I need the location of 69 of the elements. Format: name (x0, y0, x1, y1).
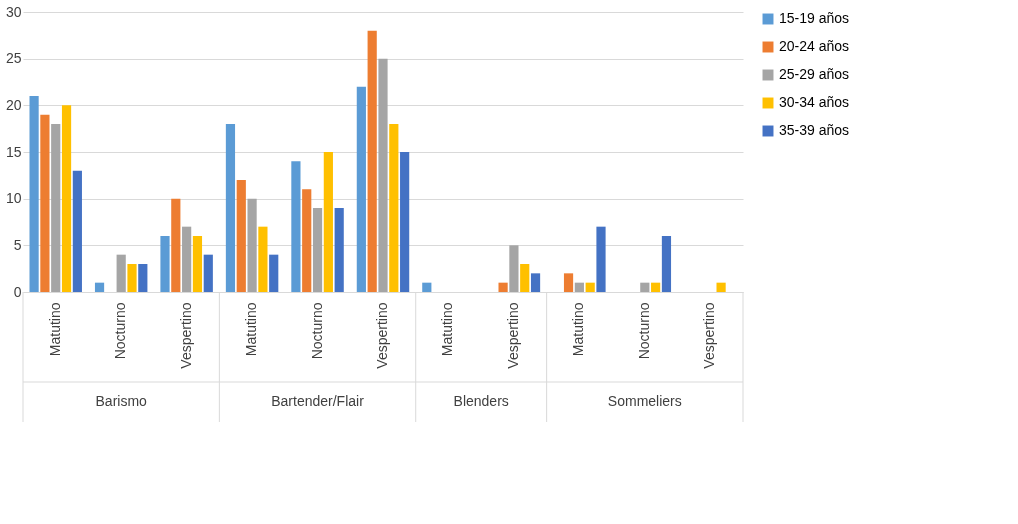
bar (302, 189, 312, 292)
x-tick-label: Vespertino (504, 302, 521, 369)
bar (422, 282, 432, 292)
bar (72, 170, 82, 292)
y-tick-label: 25 (5, 50, 22, 67)
bar (116, 254, 126, 292)
x-tick-label: Matutino (570, 302, 587, 357)
y-tick-label: 30 (5, 3, 22, 20)
bar (225, 124, 236, 292)
bar (378, 58, 388, 292)
x-tick-label: Vespertino (177, 302, 194, 369)
legend-label: 30-34 años (779, 94, 850, 110)
bar (498, 282, 508, 292)
bar (138, 264, 148, 292)
bar (269, 254, 279, 292)
bar (236, 180, 246, 292)
bar (389, 124, 399, 292)
x-tick-label: Matutino (46, 302, 63, 357)
bar (160, 236, 170, 292)
bar (651, 282, 661, 292)
legend-label: 25-29 años (779, 66, 850, 82)
x-tick-label: Vespertino (374, 302, 390, 369)
bar (563, 273, 574, 292)
x-tick-label: Nocturno (635, 302, 652, 360)
bar (367, 30, 377, 292)
x-tick-label: Matutino (243, 302, 260, 357)
bar (530, 273, 541, 292)
bar (574, 282, 584, 292)
y-tick-label: 15 (5, 143, 22, 160)
bar (127, 264, 137, 292)
bar (40, 114, 50, 292)
x-tick-label: Vespertino (701, 302, 718, 369)
legend-label: 15-19 años (779, 10, 850, 26)
y-tick-label: 5 (13, 236, 22, 253)
bar (192, 236, 203, 292)
bar (182, 226, 192, 292)
bar (312, 208, 323, 292)
bar (716, 282, 726, 292)
bar (661, 236, 672, 292)
legend-label: 35-39 años (779, 122, 850, 138)
x-tick-label: Nocturno (308, 302, 325, 360)
bar (323, 152, 333, 292)
x-tick-label: Matutino (439, 302, 456, 357)
x-tick-label: Nocturno (112, 302, 129, 360)
bar (94, 282, 105, 292)
bar (61, 105, 72, 292)
text: Sommeliers (607, 393, 682, 409)
text: Blenders (453, 393, 509, 409)
bar (509, 245, 519, 292)
bar (585, 282, 595, 292)
bar (400, 152, 410, 292)
legend-label: 20-24 años (779, 38, 850, 54)
bar (29, 96, 39, 292)
bar (596, 226, 606, 292)
bar (171, 198, 181, 292)
bar (247, 198, 257, 292)
bar (356, 86, 366, 292)
text: Barismo (95, 393, 148, 409)
bar (258, 226, 268, 292)
y-tick-label: 0 (13, 283, 22, 300)
bar (51, 124, 61, 292)
y-tick-label: 10 (5, 190, 22, 207)
bar (520, 264, 530, 292)
bar (334, 208, 344, 292)
bar (203, 254, 213, 292)
bar (291, 161, 301, 292)
y-tick-label: 20 (5, 96, 22, 113)
bar (640, 282, 650, 292)
text: Bartender/Flair (271, 393, 365, 409)
